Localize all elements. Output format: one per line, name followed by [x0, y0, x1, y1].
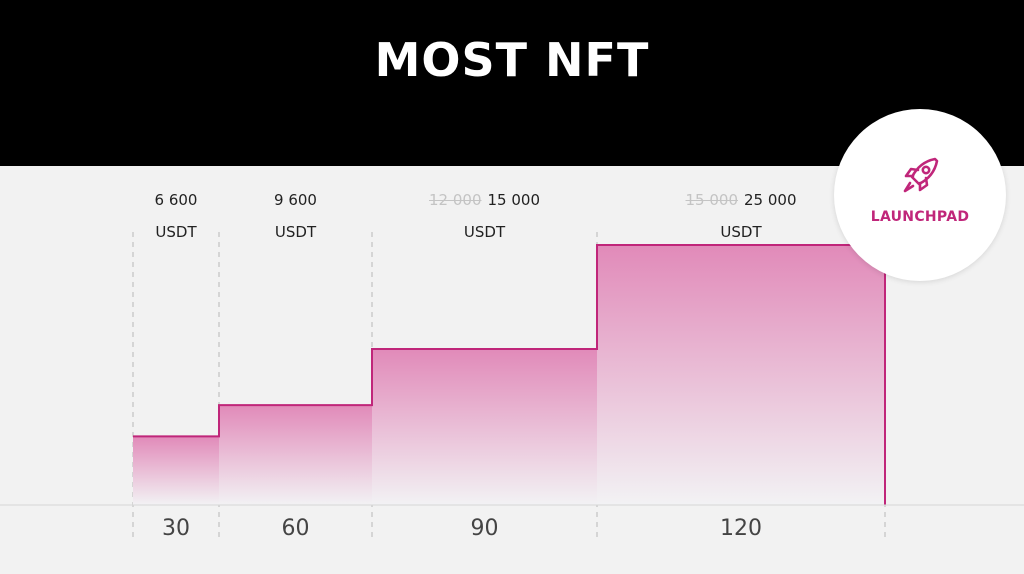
x-tick-label: 90: [470, 516, 499, 541]
page-title: MOST NFT: [374, 33, 650, 87]
tier-area-bar: [219, 405, 372, 505]
tier-price-label: 15 000 25 000 USDT: [641, 184, 841, 248]
x-tick-label: 60: [281, 516, 310, 541]
current-price: 25 000: [744, 191, 797, 209]
tier-price-label: 6 600 USDT: [76, 184, 276, 248]
tier-price-label: 12 000 15 000 USDT: [385, 184, 585, 248]
current-price: 9 600: [274, 191, 317, 209]
current-price: 15 000: [487, 191, 541, 209]
tier-price: 6 600: [76, 184, 276, 216]
rocket-icon: [903, 157, 939, 193]
tier-price: 15 000 25 000: [641, 184, 841, 216]
x-tick-label: 120: [720, 516, 762, 541]
price-unit: USDT: [463, 223, 506, 241]
x-tick-label: 30: [162, 516, 190, 541]
header-bar: [0, 0, 1024, 166]
old-price: 12 000: [429, 191, 482, 209]
price-unit: USDT: [274, 223, 317, 241]
tier-area-bar: [372, 349, 597, 505]
launchpad-label: LAUNCHPAD: [870, 209, 970, 225]
tier-price-label: 9 600 USDT: [196, 184, 396, 248]
launchpad-badge[interactable]: LAUNCHPAD: [834, 109, 1006, 281]
price-unit: USDT: [720, 223, 762, 241]
tier-area-bar: [133, 436, 219, 505]
price-unit: USDT: [155, 223, 197, 241]
tier-area-bar: [597, 245, 885, 505]
old-price: 15 000: [685, 191, 739, 209]
price-step-line: [133, 244, 886, 505]
tier-price: 9 600: [196, 184, 396, 216]
tier-price: 12 000 15 000: [385, 184, 585, 216]
current-price: 6 600: [154, 191, 198, 209]
